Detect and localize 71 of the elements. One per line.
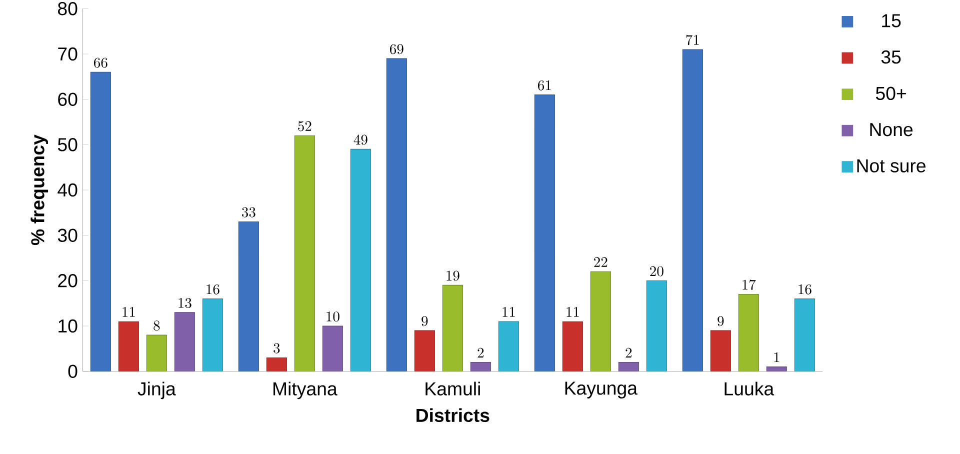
data-label: 33 (242, 207, 256, 218)
data-label: 8 (154, 320, 160, 331)
bar (350, 148, 371, 372)
x-tick-label: Mityana (274, 382, 338, 400)
data-label: 3 (274, 343, 280, 354)
bar (118, 321, 139, 372)
data-label: 16 (206, 284, 220, 294)
y-tick-label: 30 (58, 228, 78, 242)
data-label: 13 (178, 298, 192, 308)
bar (710, 330, 731, 372)
bar (738, 294, 759, 372)
x-tick-label: Kamuli (426, 382, 480, 396)
bar (414, 330, 435, 372)
data-label: 71 (686, 34, 699, 46)
data-label: 69 (390, 44, 404, 54)
legend-label: None (870, 123, 913, 136)
data-label: 66 (94, 58, 108, 68)
x-tick-label: Jinja (138, 382, 176, 400)
data-label: 10 (326, 312, 340, 322)
data-label: 20 (650, 266, 664, 276)
bar (442, 284, 463, 372)
bar (498, 321, 519, 372)
legend-label: 35 (881, 50, 901, 64)
x-axis-title: Districts (416, 408, 490, 422)
legend-label: 50+ (876, 86, 906, 100)
data-label: 9 (422, 316, 428, 326)
data-label: 11 (122, 307, 135, 317)
data-label: 1 (774, 352, 780, 362)
bar (90, 72, 111, 372)
bar (646, 280, 667, 372)
legend-label: 15 (882, 14, 901, 28)
legend-label: Not sure (857, 159, 926, 172)
data-label: 19 (446, 270, 460, 281)
y-tick-label: 10 (58, 319, 78, 333)
data-label: 11 (566, 307, 579, 317)
data-label: 49 (354, 134, 368, 145)
y-tick-label: 0 (68, 364, 78, 378)
bar (590, 271, 611, 372)
bar (386, 58, 407, 372)
bar (322, 326, 343, 372)
bar (794, 298, 815, 372)
x-tick-label: Kayunga (565, 382, 638, 398)
bar (238, 221, 259, 372)
y-tick-label: 50 (58, 138, 78, 152)
bar (534, 94, 555, 372)
data-label: 11 (502, 307, 515, 317)
bar (682, 49, 703, 372)
data-label: 52 (298, 121, 312, 132)
y-tick-label: 70 (58, 47, 78, 61)
bar (470, 362, 491, 372)
data-label: 61 (538, 80, 551, 90)
y-axis-title: % frequency (30, 134, 48, 246)
bar (174, 312, 195, 372)
y-tick-label: 40 (58, 183, 78, 197)
bar (294, 135, 315, 372)
y-tick-label: 60 (58, 92, 78, 106)
data-label: 9 (718, 316, 724, 326)
bar (562, 321, 583, 372)
y-tick-label: 80 (58, 2, 78, 16)
bar (618, 362, 639, 372)
data-label: 2 (626, 348, 632, 358)
y-tick-label: 20 (58, 274, 78, 288)
bar (202, 298, 223, 372)
data-label: 22 (594, 257, 608, 267)
bar (766, 366, 787, 372)
data-label: 2 (478, 348, 484, 358)
x-tick-label: Luuka (724, 382, 774, 396)
data-label: 16 (798, 284, 812, 294)
bar (266, 358, 287, 372)
bar (146, 334, 167, 372)
data-label: 17 (742, 280, 756, 290)
